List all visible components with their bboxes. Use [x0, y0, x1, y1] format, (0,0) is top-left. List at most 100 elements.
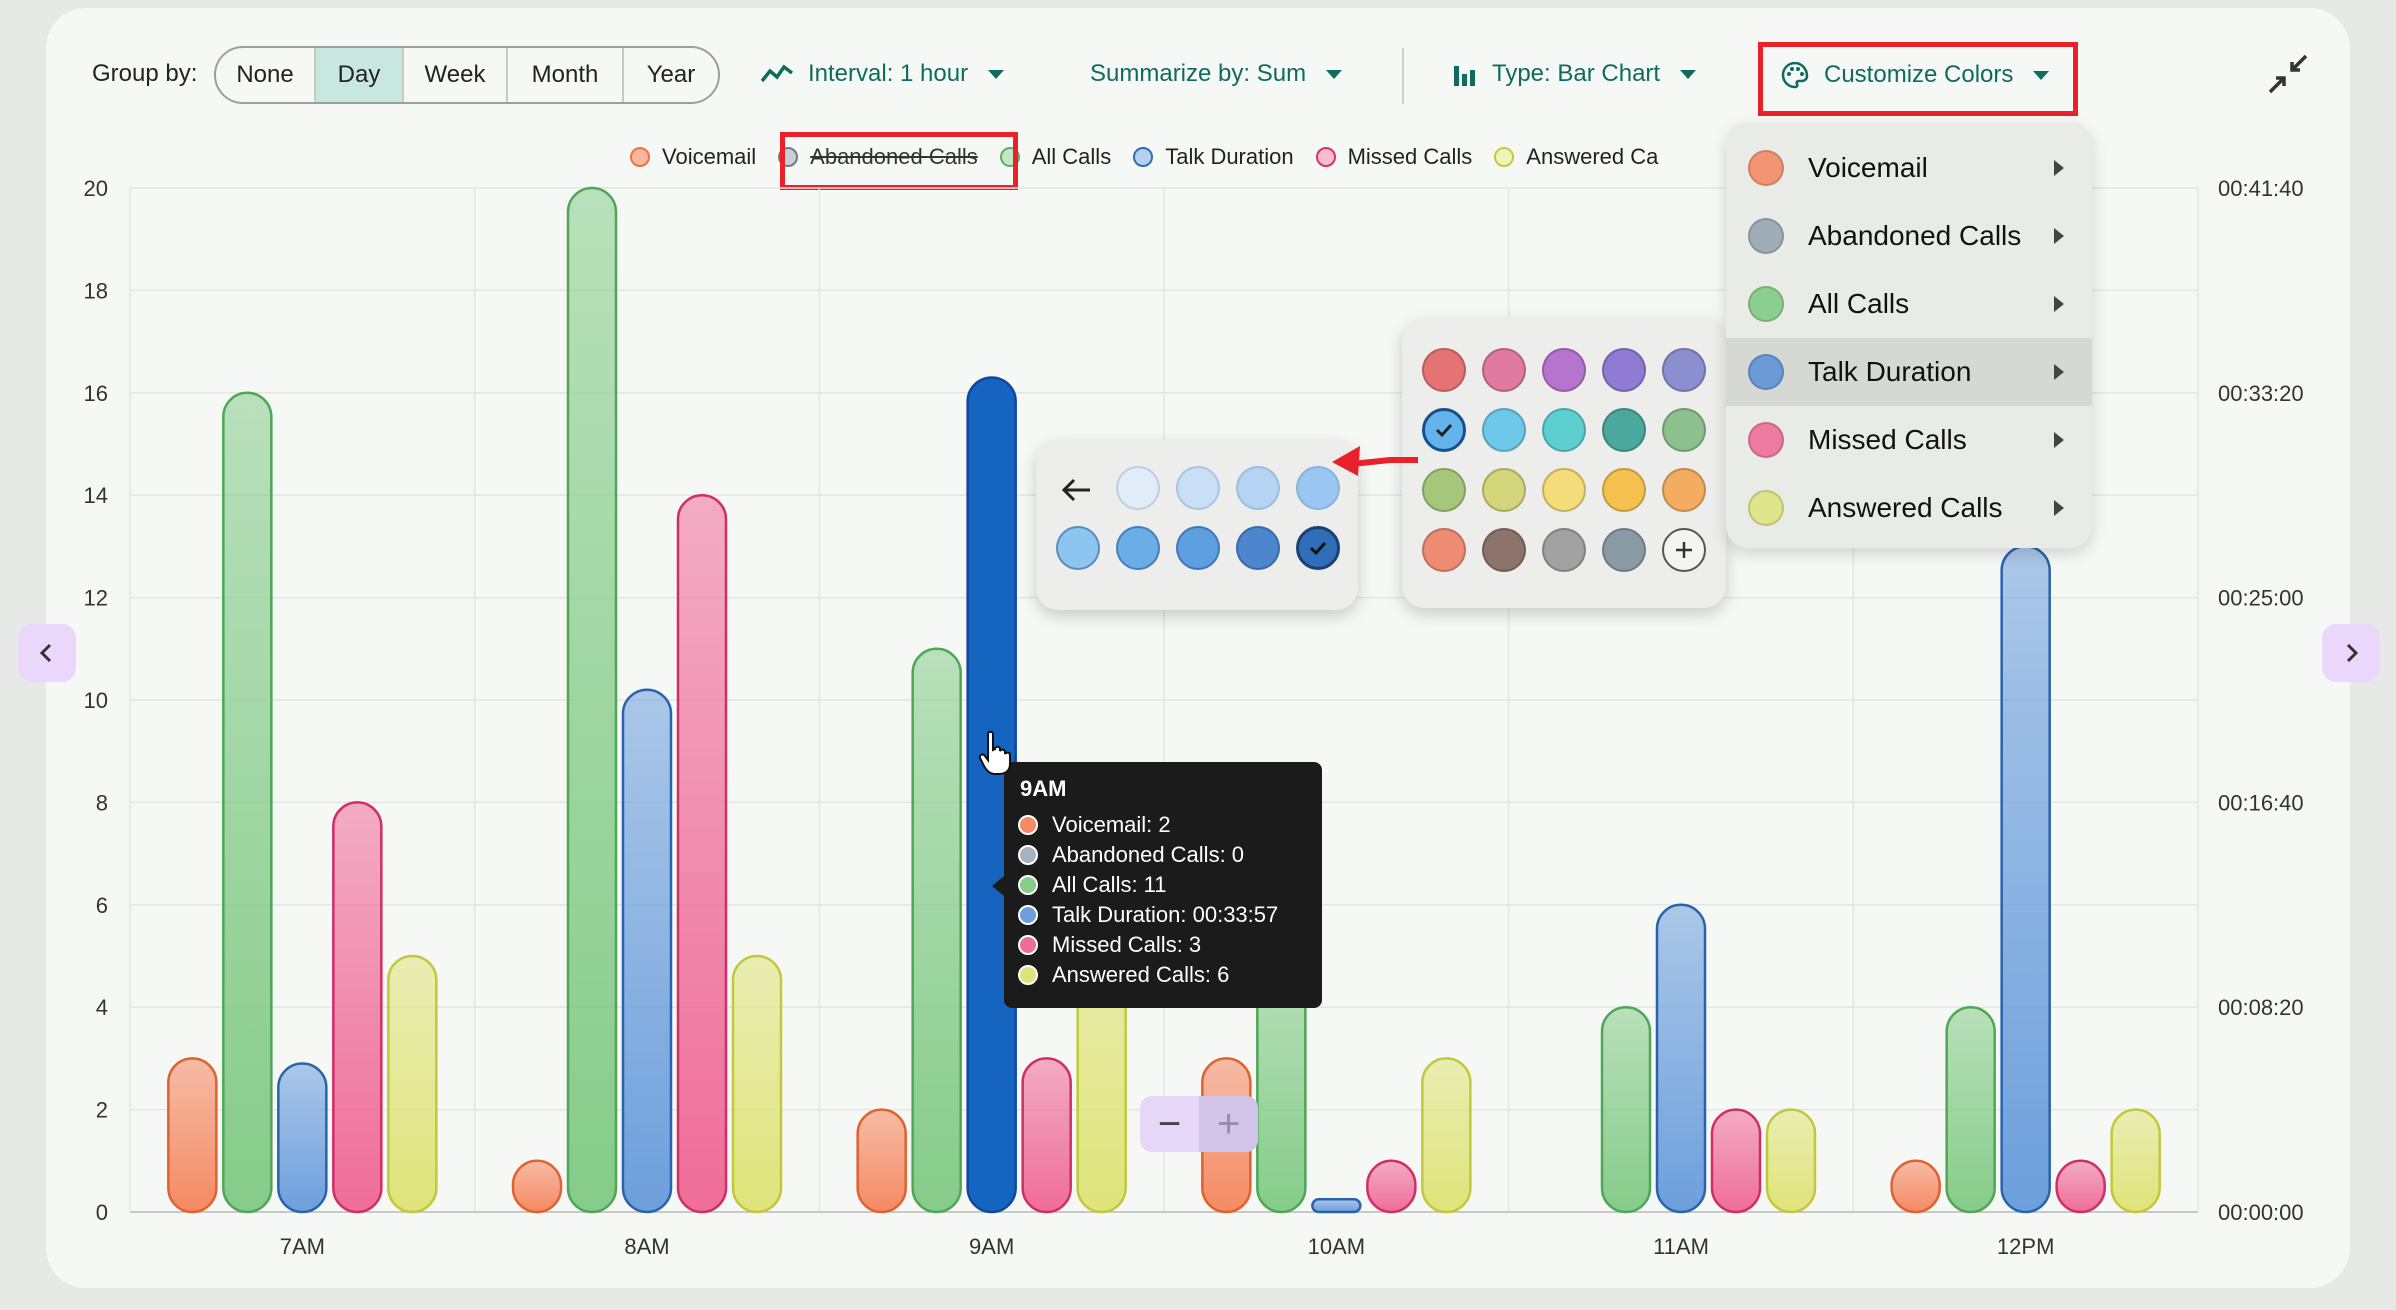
customize-colors-dropdown[interactable]: Customize Colors	[1780, 60, 2050, 90]
palette-swatch[interactable]	[1602, 348, 1646, 392]
menu-swatch	[1748, 354, 1784, 390]
legend-item-answered-calls[interactable]: Answered Ca	[1494, 144, 1658, 170]
x-tick-label: 10AM	[1308, 1234, 1365, 1259]
legend-item-talk-duration[interactable]: Talk Duration	[1133, 144, 1294, 170]
palette-swatch[interactable]	[1662, 408, 1706, 452]
menu-item-voicemail[interactable]: Voicemail	[1726, 134, 2092, 202]
palette-swatch[interactable]	[1422, 468, 1466, 512]
summarize-dropdown[interactable]: Summarize by: Sum	[1090, 60, 1343, 88]
legend-item-missed-calls[interactable]: Missed Calls	[1315, 144, 1472, 170]
bar-missed-calls	[1710, 1108, 1762, 1214]
menu-item-all-calls[interactable]: All Calls	[1726, 270, 2092, 338]
x-tick-label: 7AM	[280, 1234, 325, 1259]
shade-swatch[interactable]	[1056, 526, 1100, 570]
shade-swatch[interactable]	[1176, 526, 1220, 570]
palette-swatch[interactable]	[1482, 348, 1526, 392]
zoom-control: − +	[1140, 1096, 1258, 1152]
shade-swatch[interactable]	[1296, 526, 1340, 570]
menu-swatch	[1748, 490, 1784, 526]
hand-cursor-icon	[978, 730, 1011, 775]
add-color-button[interactable]	[1662, 528, 1706, 572]
palette-swatch[interactable]	[1662, 468, 1706, 512]
menu-item-talk-duration[interactable]: Talk Duration	[1726, 338, 2092, 406]
palette-swatch[interactable]	[1422, 528, 1466, 572]
menu-item-answered-calls[interactable]: Answered Calls	[1726, 474, 2092, 542]
tooltip-title: 9AM	[1020, 776, 1067, 801]
group-option-none[interactable]: None	[216, 48, 316, 102]
interval-dropdown[interactable]: Interval: 1 hour	[760, 60, 1005, 88]
chevron-left-icon	[39, 643, 52, 663]
tooltip-swatch	[1018, 935, 1038, 955]
shade-swatch[interactable]	[1236, 526, 1280, 570]
group-option-day[interactable]: Day	[316, 48, 404, 102]
y-tick-label: 16	[84, 381, 108, 406]
menu-item-missed-calls[interactable]: Missed Calls	[1726, 406, 2092, 474]
legend-item-voicemail[interactable]: Voicemail	[630, 144, 756, 170]
shade-swatch[interactable]	[1176, 466, 1220, 510]
zoom-in-button[interactable]: +	[1199, 1096, 1258, 1152]
palette-swatch[interactable]	[1602, 528, 1646, 572]
y-tick-label: 20	[84, 176, 108, 201]
y-tick-label: 12	[84, 586, 108, 611]
chevron-down-icon	[1680, 69, 1697, 79]
menu-item-label: Answered Calls	[1808, 492, 2003, 523]
bar-talk-duration	[1655, 903, 1707, 1214]
palette-swatch[interactable]	[1422, 408, 1466, 452]
palette-swatch[interactable]	[1482, 468, 1526, 512]
y-tick-label: 8	[96, 790, 108, 815]
palette-swatch[interactable]	[1482, 528, 1526, 572]
y2-tick-label: 00:33:20	[2218, 381, 2304, 406]
chevron-right-icon	[2346, 643, 2359, 663]
tooltip-text: Answered Calls: 6	[1052, 962, 1230, 987]
palette-swatch[interactable]	[1482, 408, 1526, 452]
x-tick-label: 8AM	[624, 1234, 669, 1259]
y2-tick-label: 00:08:20	[2218, 995, 2304, 1020]
y-tick-label: 10	[84, 688, 108, 713]
shade-swatch[interactable]	[1236, 466, 1280, 510]
shade-swatch[interactable]	[1116, 526, 1160, 570]
back-arrow-icon[interactable]	[1060, 476, 1094, 504]
palette-swatch[interactable]	[1602, 468, 1646, 512]
bar-all-calls	[911, 647, 962, 1214]
toolbar-divider	[1402, 48, 1404, 104]
menu-item-abandoned-calls[interactable]: Abandoned Calls	[1726, 202, 2092, 270]
palette-swatch[interactable]	[1542, 408, 1586, 452]
y-tick-label: 0	[96, 1200, 108, 1225]
palette-swatch[interactable]	[1542, 348, 1586, 392]
shade-swatch[interactable]	[1116, 466, 1160, 510]
trend-icon	[760, 64, 794, 83]
next-button[interactable]	[2322, 624, 2380, 682]
palette-swatch[interactable]	[1422, 348, 1466, 392]
shade-swatch[interactable]	[1296, 466, 1340, 510]
menu-item-label: Abandoned Calls	[1808, 220, 2022, 251]
bar-answered-calls	[2110, 1108, 2161, 1214]
group-option-month[interactable]: Month	[508, 48, 624, 102]
summarize-label: Summarize by: Sum	[1090, 60, 1307, 87]
previous-button[interactable]	[18, 624, 76, 682]
bar-answered-calls	[731, 954, 783, 1214]
palette-swatch[interactable]	[1542, 528, 1586, 572]
menu-item-label: All Calls	[1808, 288, 1910, 319]
group-option-year[interactable]: Year	[646, 61, 696, 88]
bar-tooltip: 9AM Voicemail: 2 Abandoned Calls: 0 All …	[992, 762, 1322, 1008]
x-tick-label: 11AM	[1653, 1234, 1709, 1259]
collapse-icon[interactable]	[2266, 52, 2310, 96]
y2-tick-label: 00:16:40	[2218, 790, 2304, 815]
bar-talk-duration	[1311, 1197, 1362, 1214]
palette-swatch[interactable]	[1542, 468, 1586, 512]
palette-swatch[interactable]	[1662, 348, 1706, 392]
color-palette-popover	[1402, 318, 1726, 608]
chevron-down-icon	[988, 69, 1005, 79]
bar-voicemail	[167, 1057, 218, 1214]
legend-item-abandoned-calls[interactable]: Abandoned Calls	[778, 144, 978, 170]
bar-talk-duration	[621, 688, 673, 1214]
group-option-week[interactable]: Week	[404, 48, 508, 102]
palette-swatch[interactable]	[1602, 408, 1646, 452]
zoom-out-button[interactable]: −	[1157, 1101, 1182, 1146]
menu-item-label: Talk Duration	[1808, 356, 1972, 387]
bar-chart-icon	[1454, 66, 1475, 86]
plus-icon	[1676, 542, 1692, 558]
bar-missed-calls	[332, 801, 383, 1214]
y-tick-label: 18	[84, 278, 108, 303]
chart-type-dropdown[interactable]: Type: Bar Chart	[1452, 60, 1697, 88]
